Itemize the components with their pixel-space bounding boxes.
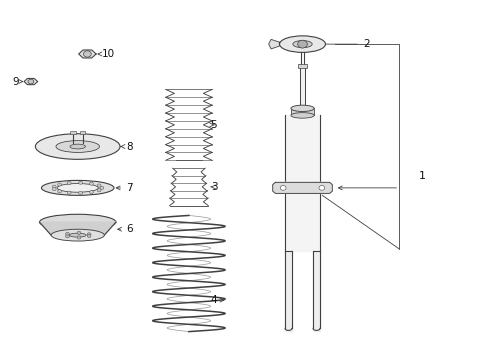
Polygon shape xyxy=(40,222,116,235)
Circle shape xyxy=(97,184,101,187)
Polygon shape xyxy=(268,39,279,49)
Polygon shape xyxy=(285,251,291,331)
Polygon shape xyxy=(312,251,319,331)
Ellipse shape xyxy=(69,233,86,237)
Circle shape xyxy=(280,185,285,190)
Circle shape xyxy=(83,51,91,57)
Circle shape xyxy=(65,232,69,235)
Circle shape xyxy=(52,188,56,191)
Polygon shape xyxy=(24,78,38,85)
Circle shape xyxy=(87,233,91,236)
Text: 5: 5 xyxy=(209,120,217,130)
Ellipse shape xyxy=(40,214,116,230)
Ellipse shape xyxy=(56,141,99,152)
Text: 6: 6 xyxy=(118,224,132,234)
Ellipse shape xyxy=(35,134,120,159)
Circle shape xyxy=(87,234,91,238)
Ellipse shape xyxy=(41,180,114,195)
Bar xyxy=(290,108,313,116)
Text: 2: 2 xyxy=(286,39,369,49)
Circle shape xyxy=(67,191,71,194)
Circle shape xyxy=(77,236,81,239)
FancyBboxPatch shape xyxy=(80,131,85,134)
Text: 10: 10 xyxy=(98,49,115,59)
Circle shape xyxy=(28,79,34,84)
Text: 9: 9 xyxy=(12,77,22,86)
Text: 8: 8 xyxy=(120,141,132,152)
Ellipse shape xyxy=(51,229,104,241)
Circle shape xyxy=(79,181,82,184)
Ellipse shape xyxy=(292,41,311,48)
Ellipse shape xyxy=(70,144,85,149)
Ellipse shape xyxy=(290,113,313,118)
Circle shape xyxy=(58,190,61,193)
Circle shape xyxy=(89,190,93,194)
Polygon shape xyxy=(79,50,96,58)
Circle shape xyxy=(97,189,101,192)
Circle shape xyxy=(297,40,307,48)
Polygon shape xyxy=(272,183,332,193)
Circle shape xyxy=(318,185,324,190)
Circle shape xyxy=(77,231,81,234)
Ellipse shape xyxy=(290,105,313,112)
Text: 4: 4 xyxy=(210,295,224,305)
Circle shape xyxy=(52,185,56,188)
Circle shape xyxy=(67,181,71,185)
Ellipse shape xyxy=(57,184,98,192)
Circle shape xyxy=(89,182,93,185)
Circle shape xyxy=(58,183,61,186)
Text: 1: 1 xyxy=(418,171,425,181)
Text: 3: 3 xyxy=(210,182,217,192)
Ellipse shape xyxy=(279,36,325,53)
FancyBboxPatch shape xyxy=(297,64,307,68)
FancyBboxPatch shape xyxy=(70,131,76,134)
Circle shape xyxy=(65,235,69,238)
Circle shape xyxy=(100,186,103,189)
Text: 7: 7 xyxy=(116,183,132,193)
Polygon shape xyxy=(285,116,319,251)
Circle shape xyxy=(79,192,82,194)
